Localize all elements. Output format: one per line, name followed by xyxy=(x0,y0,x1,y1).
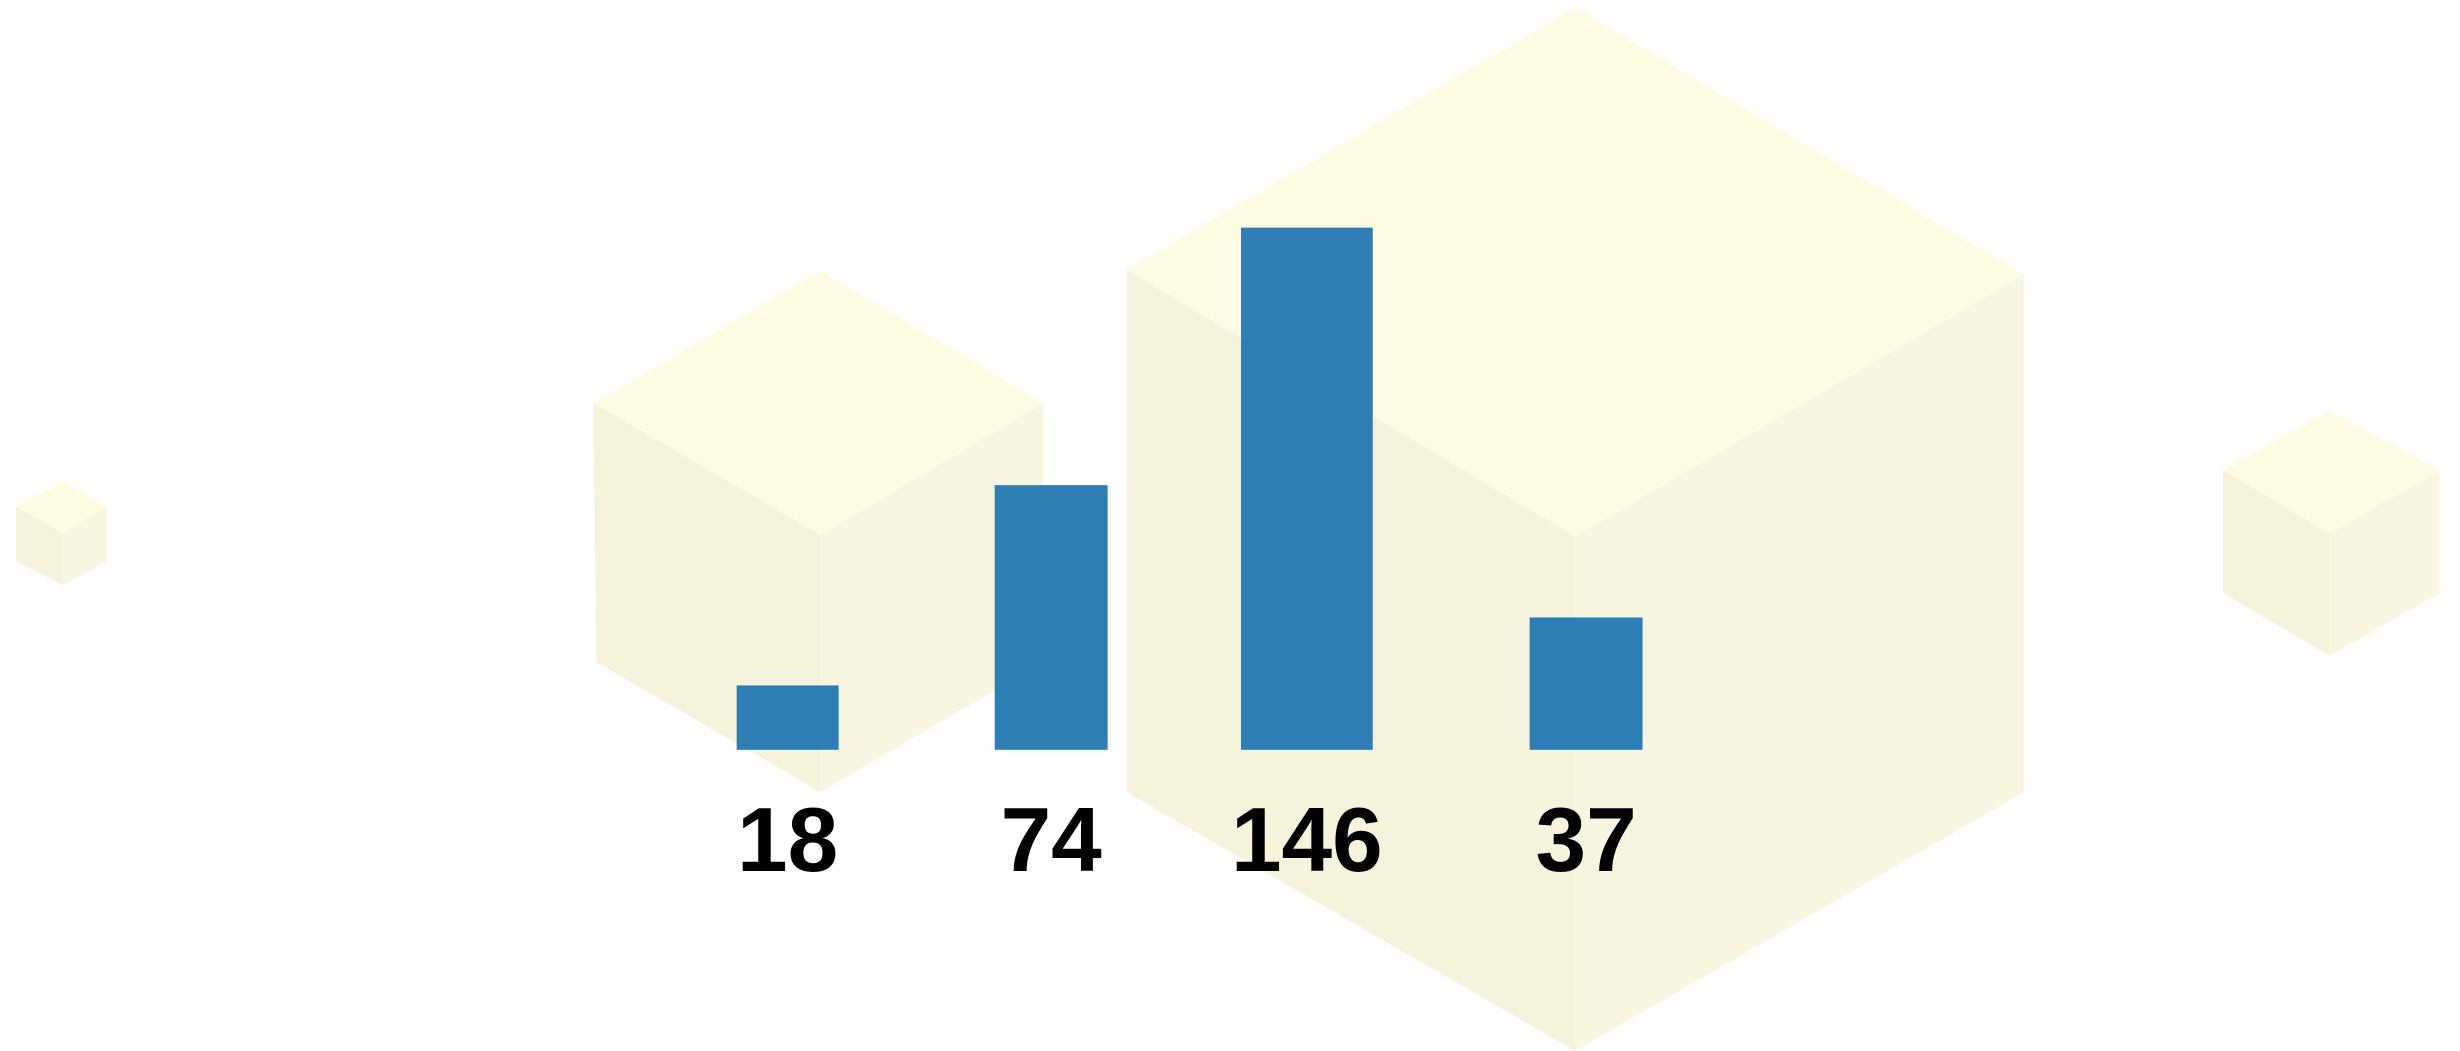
value-label: 37 xyxy=(1535,790,1636,891)
cube xyxy=(15,481,107,586)
bar xyxy=(994,485,1108,750)
bar xyxy=(1240,227,1373,750)
value-label: 18 xyxy=(737,790,838,891)
value-label: 146 xyxy=(1231,790,1383,891)
cube xyxy=(2222,410,2440,656)
background-cubes xyxy=(15,7,2440,1051)
bar xyxy=(736,685,839,750)
value-label: 74 xyxy=(1001,790,1103,891)
bar xyxy=(1529,617,1643,750)
